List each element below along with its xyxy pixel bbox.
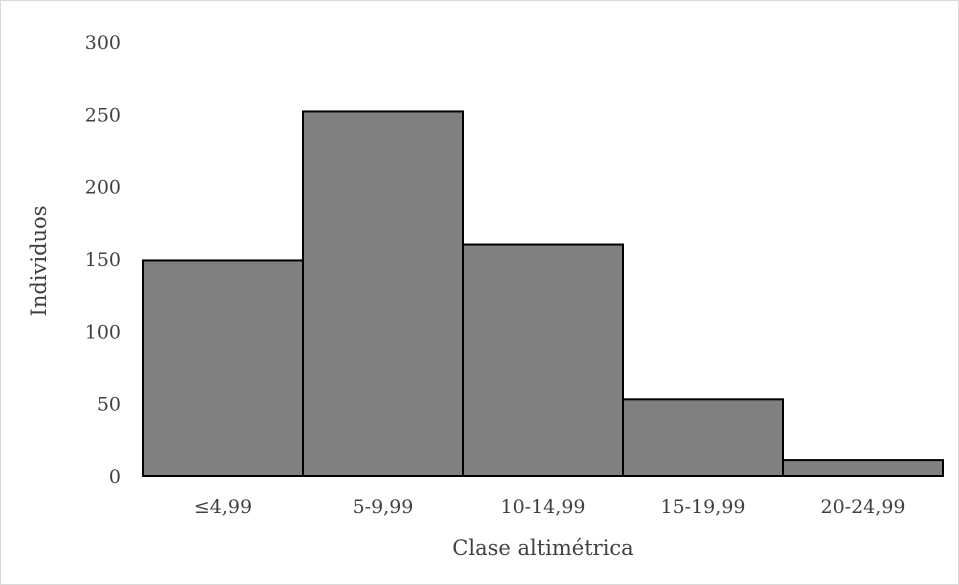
y-tick-label: 150 <box>85 249 121 271</box>
x-tick-label: 10-14,99 <box>501 496 586 518</box>
y-tick-label: 0 <box>109 466 121 488</box>
y-tick-label: 200 <box>85 177 121 199</box>
bar <box>462 243 624 477</box>
bar <box>782 459 944 478</box>
x-axis-ticks: ≤4,99 5-9,99 10-14,99 15-19,99 20-24,99 <box>194 496 906 518</box>
bar <box>142 259 304 477</box>
bar <box>622 398 784 477</box>
x-tick-label: ≤4,99 <box>194 496 252 518</box>
y-tick-label: 250 <box>85 104 121 126</box>
bars <box>142 110 944 478</box>
y-tick-label: 300 <box>85 32 121 54</box>
y-axis-title: Individuos <box>27 206 51 317</box>
y-tick-label: 50 <box>97 394 121 416</box>
y-axis-ticks: 0 50 100 150 200 250 300 <box>85 32 121 488</box>
bar <box>302 110 464 477</box>
x-axis-title: Clase altimétrica <box>452 536 633 560</box>
x-tick-label: 20-24,99 <box>821 496 906 518</box>
x-tick-label: 15-19,99 <box>661 496 746 518</box>
x-tick-label: 5-9,99 <box>353 496 414 518</box>
y-tick-label: 100 <box>85 321 121 343</box>
